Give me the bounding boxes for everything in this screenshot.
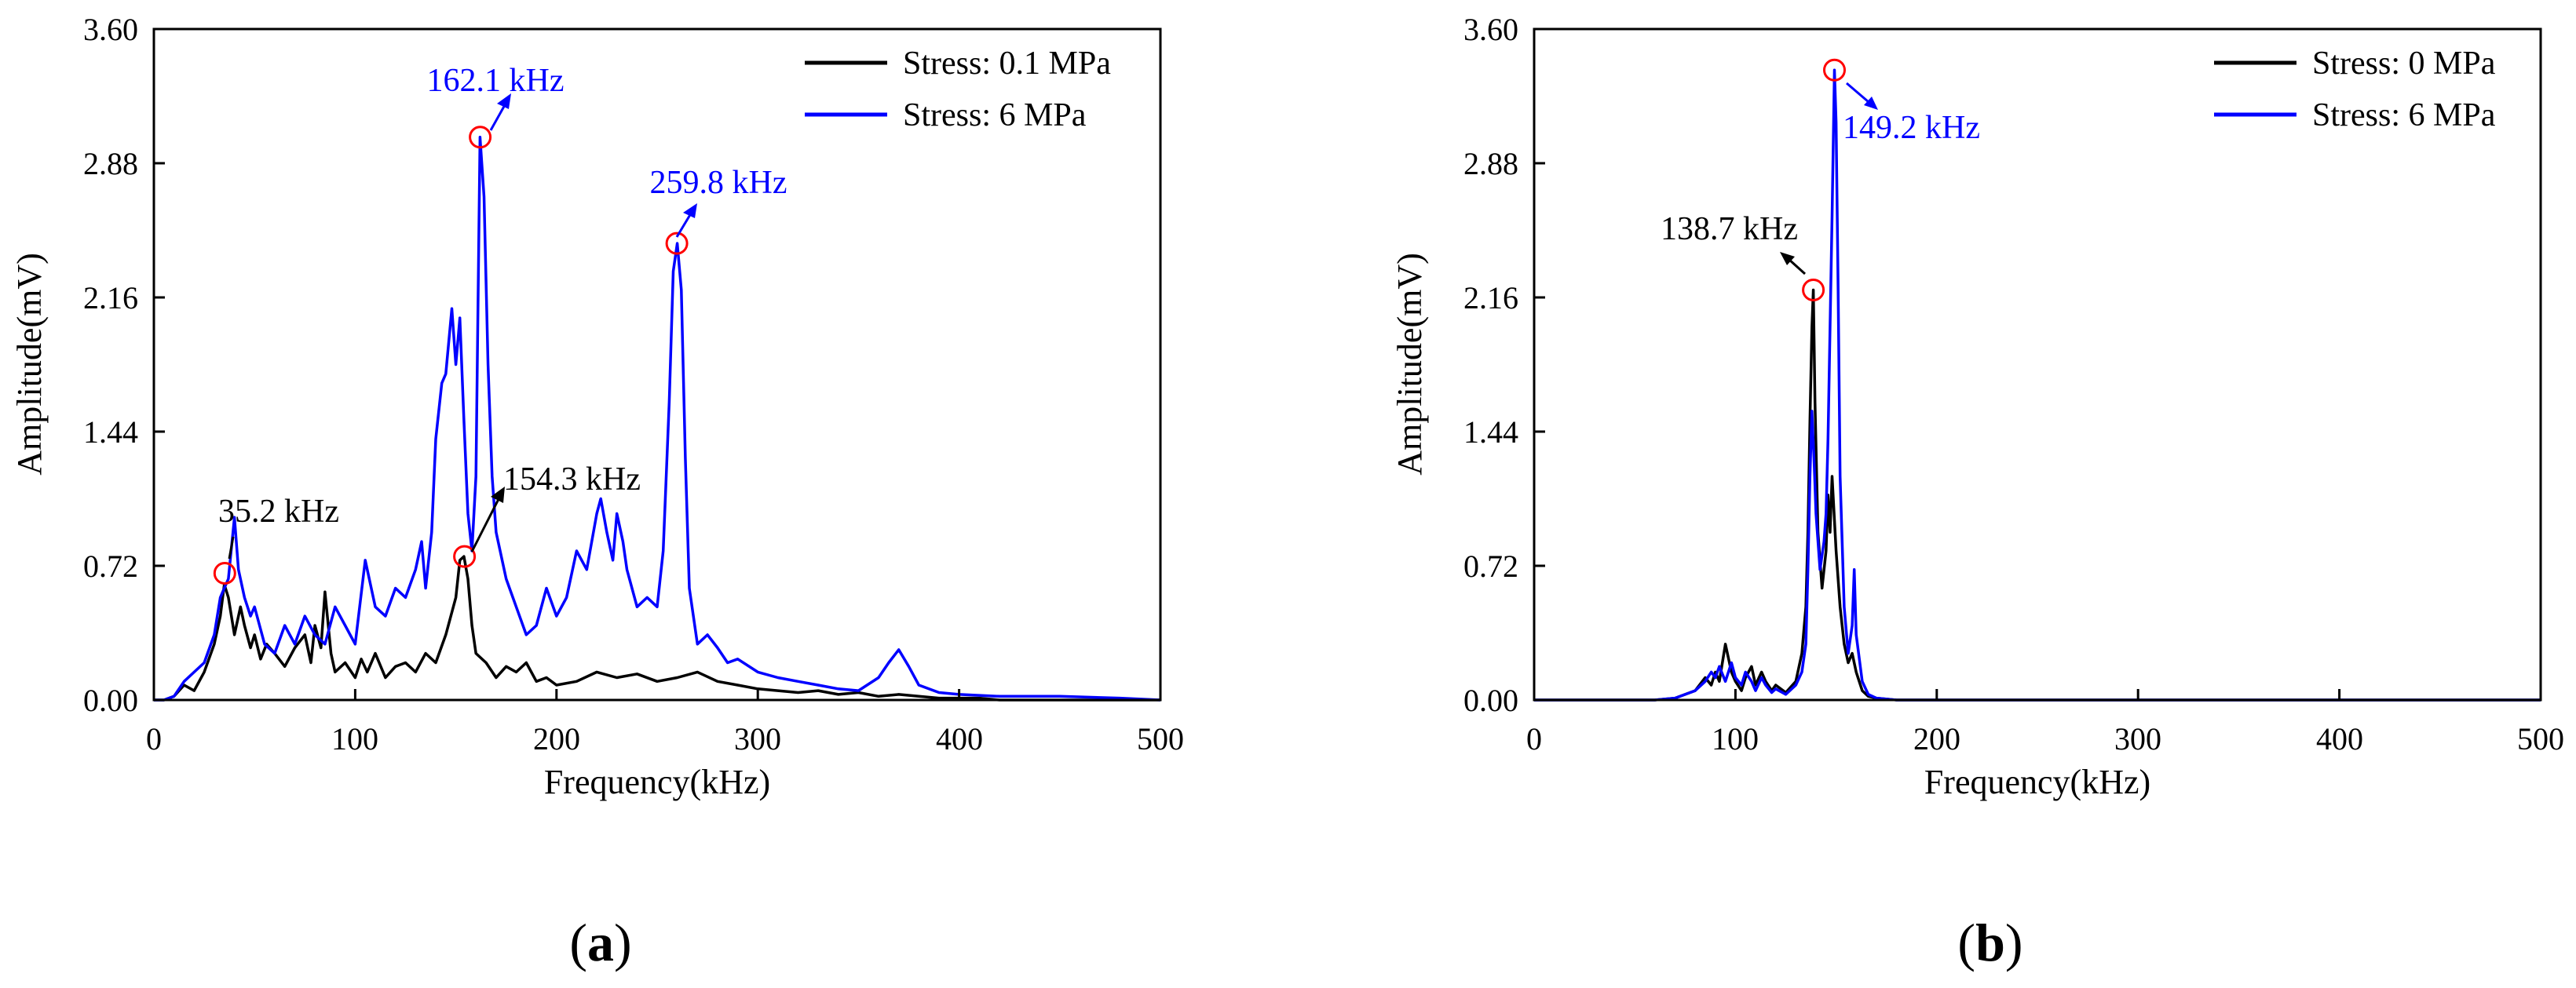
x-tick-label: 500 xyxy=(2517,721,2564,756)
y-tick-label: 0.00 xyxy=(1463,683,1518,718)
x-tick-label: 500 xyxy=(1137,721,1184,756)
marker-layer-b xyxy=(1802,58,1846,301)
y-axis-label: Amplitude(mV) xyxy=(10,253,49,476)
peak-marker xyxy=(665,232,689,255)
x-tick-label: 300 xyxy=(734,721,781,756)
y-tick-label: 1.44 xyxy=(83,414,138,450)
x-tick-label: 200 xyxy=(533,721,580,756)
x-axis-label: Frequency(kHz) xyxy=(1924,763,2150,801)
annotations-a: 35.2 kHz 154.3 kHz 162.1 kHz 259.8 kHz xyxy=(218,63,787,560)
annotation-label: 162.1 kHz xyxy=(427,63,565,99)
series-line-black xyxy=(154,555,1160,702)
y-tick-label: 3.60 xyxy=(1463,12,1518,47)
annotation-arrow xyxy=(228,536,235,560)
peak-marker xyxy=(1802,279,1825,301)
annotations-b: 138.7 kHz 149.2 kHz xyxy=(1661,82,1980,275)
legend-label: Stress: 6 MPa xyxy=(2312,97,2496,133)
y-tick-label: 0.00 xyxy=(83,683,138,718)
y-tick-label: 2.16 xyxy=(83,280,138,315)
legend-label: Stress: 6 MPa xyxy=(903,97,1087,133)
x-tick-label: 400 xyxy=(936,721,983,756)
y-tick-label: 3.60 xyxy=(83,12,138,47)
x-tick-label: 300 xyxy=(2114,721,2161,756)
legend-a: Stress: 0.1 MPa Stress: 6 MPa xyxy=(805,46,1111,133)
marker-layer-a xyxy=(213,126,689,585)
x-tick-label: 200 xyxy=(1913,721,1960,756)
panel-letter-a: a xyxy=(587,913,614,972)
panel-a: 0 100 200 300 400 500 0.00 0.72 1.44 2.1… xyxy=(10,12,1184,972)
y-tick-label: 0.72 xyxy=(1463,549,1518,584)
series-layer-b xyxy=(1534,68,2541,702)
annotation-label: 259.8 kHz xyxy=(650,165,787,201)
annotation-label: 149.2 kHz xyxy=(1843,110,1980,146)
annotation-arrowhead xyxy=(491,487,505,503)
peak-marker xyxy=(453,545,477,568)
plot-frame-b xyxy=(1533,27,2542,702)
y-tick-label: 1.44 xyxy=(1463,414,1518,450)
annotation-arrow xyxy=(1788,258,1807,275)
annotation-arrowhead xyxy=(683,203,697,218)
ticks-b xyxy=(1533,27,2542,702)
annotation-arrow xyxy=(675,213,692,238)
x-tick-label: 0 xyxy=(146,721,162,756)
y-tick-label: 2.88 xyxy=(83,146,138,181)
panel-b: 0 100 200 300 400 500 0.00 0.72 1.44 2.1… xyxy=(1390,12,2564,972)
legend-label: Stress: 0.1 MPa xyxy=(903,46,1111,82)
plot-frame-a xyxy=(152,27,1162,702)
y-axis-label: Amplitude(mV) xyxy=(1390,253,1429,476)
peak-marker xyxy=(469,126,492,149)
legend-b: Stress: 0 MPa Stress: 6 MPa xyxy=(2214,46,2496,133)
panel-label-a: (a) xyxy=(569,913,631,972)
series-layer-a xyxy=(154,136,1161,702)
peak-marker xyxy=(1823,58,1846,82)
x-tick-label: 100 xyxy=(331,721,378,756)
annotation-arrowhead xyxy=(497,93,511,109)
annotation-arrowhead xyxy=(1780,252,1795,265)
legend-label: Stress: 0 MPa xyxy=(2312,46,2496,82)
peak-marker xyxy=(213,562,236,585)
x-tick-label: 400 xyxy=(2316,721,2363,756)
panel-letter-b: b xyxy=(1975,913,2005,972)
annotation-label: 35.2 kHz xyxy=(218,494,339,530)
series-line-blue xyxy=(154,136,1161,702)
y-tick-label: 0.72 xyxy=(83,549,138,584)
x-tick-label: 0 xyxy=(1526,721,1542,756)
series-line-blue xyxy=(1534,68,2541,702)
y-tick-label: 2.16 xyxy=(1463,280,1518,315)
x-axis-label: Frequency(kHz) xyxy=(544,763,770,801)
x-tick-label: 100 xyxy=(1712,721,1759,756)
panel-label-b: (b) xyxy=(1957,913,2022,972)
annotation-arrow xyxy=(489,103,507,131)
annotation-arrow xyxy=(1846,82,1869,104)
annotation-label: 138.7 kHz xyxy=(1661,211,1798,247)
annotation-arrow xyxy=(470,498,500,552)
annotation-arrowhead xyxy=(1864,97,1878,110)
annotation-label: 154.3 kHz xyxy=(503,461,641,498)
y-tick-label: 2.88 xyxy=(1463,146,1518,181)
ticks-a xyxy=(152,27,1162,702)
series-line-black xyxy=(1534,288,2541,702)
